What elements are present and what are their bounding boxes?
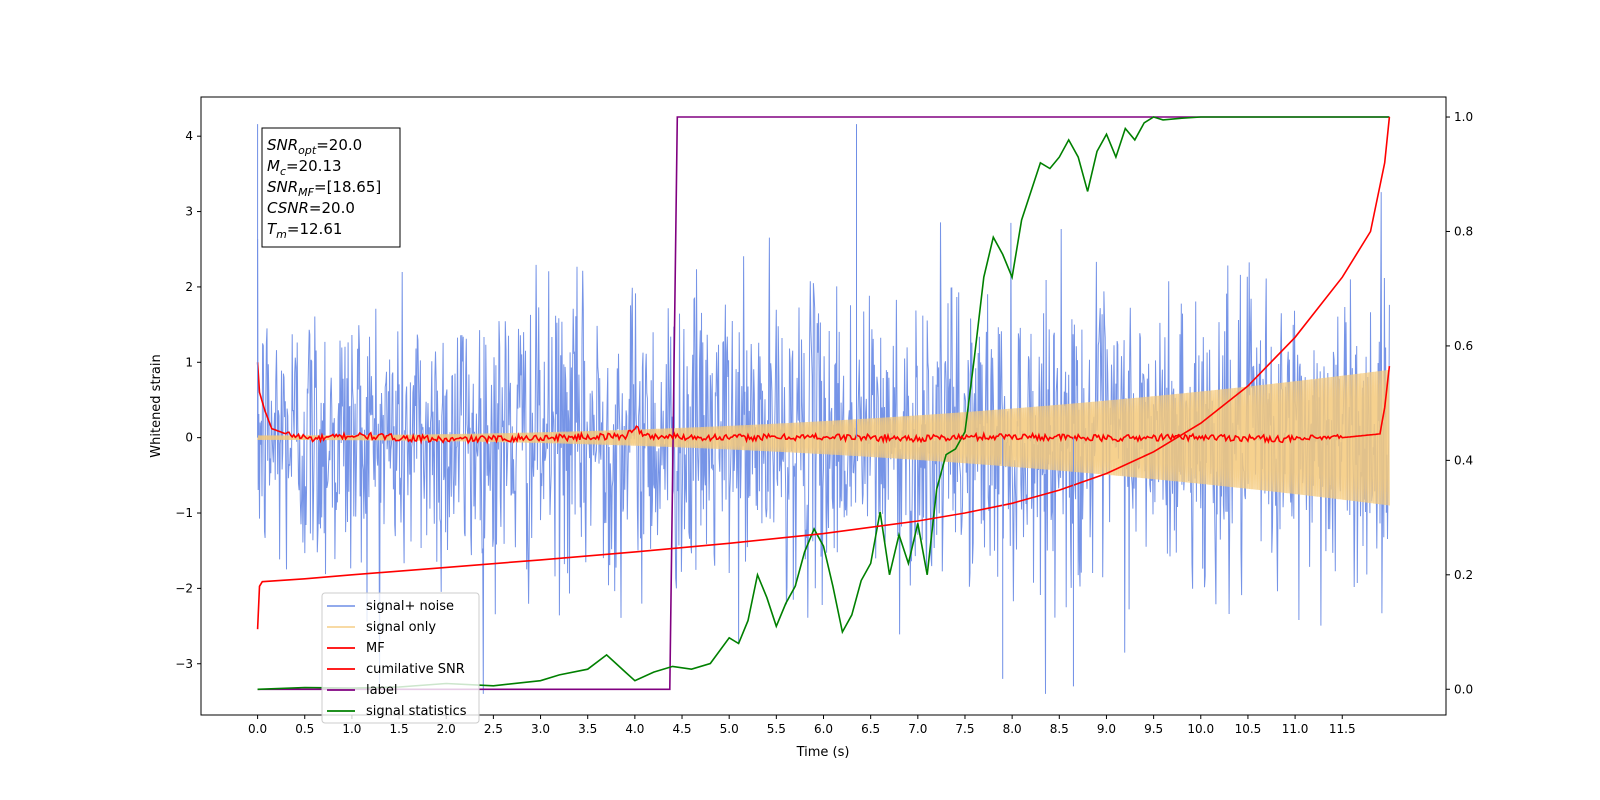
x-tick-label: 0.0 bbox=[248, 722, 267, 736]
legend-label: label bbox=[366, 683, 397, 698]
y-left-tick-label: 4 bbox=[185, 129, 193, 143]
x-tick-label: 8.0 bbox=[1003, 722, 1022, 736]
x-tick-label: 5.0 bbox=[720, 722, 739, 736]
series-signal-noise-line bbox=[257, 192, 1390, 694]
annotation-frame bbox=[261, 127, 401, 248]
y-right-tick-label: 0.0 bbox=[1454, 682, 1473, 696]
x-tick-label: 3.0 bbox=[531, 722, 550, 736]
legend-label: MF bbox=[366, 641, 385, 656]
series-signal-only-line bbox=[257, 369, 1390, 506]
legend: signal+ noise signal only MF cumilative SNR… bbox=[321, 592, 480, 724]
x-tick-label: 7.5 bbox=[955, 722, 974, 736]
legend-label: signal+ noise bbox=[366, 599, 454, 614]
y-left-tick-label: −2 bbox=[175, 581, 193, 595]
x-tick-label: 0.5 bbox=[295, 722, 314, 736]
annotation-line: CSNR=20.0 bbox=[267, 199, 355, 217]
annotation-box: SNRopt=20.0Mc=20.13SNRMF=[18.65]CSNR=20.… bbox=[261, 127, 401, 248]
x-axis: 0.0 0.5 1.0 1.5 2.0 2.5 3.0 3.5 4.0 4.5 5.0 5.5 6.0 6… bbox=[248, 715, 1356, 736]
series-signal-statistics-line bbox=[257, 116, 1390, 691]
x-tick-label: 4.5 bbox=[672, 722, 691, 736]
x-tick-label: 7.0 bbox=[908, 722, 927, 736]
annotation-line: Tm=12.61 bbox=[267, 220, 342, 241]
x-tick-label: 10.0 bbox=[1187, 722, 1214, 736]
legend-label: cumilative SNR bbox=[366, 662, 465, 677]
y-right-tick-label: 0.8 bbox=[1454, 224, 1473, 238]
y-right-tick-label: 1.0 bbox=[1454, 110, 1473, 124]
annotation-line: SNRopt=20.0 bbox=[267, 136, 362, 157]
annotation-line: Mc=20.13 bbox=[267, 157, 342, 178]
y-left-tick-label: 0 bbox=[185, 431, 193, 445]
y-left-tick-label: 2 bbox=[185, 280, 193, 294]
annotation-line: SNRMF=[18.65] bbox=[267, 178, 381, 199]
x-tick-label: 3.5 bbox=[578, 722, 597, 736]
series-mf-line bbox=[256, 362, 1391, 445]
y-right-tick-label: 0.6 bbox=[1454, 339, 1473, 353]
x-tick-label: 11.5 bbox=[1329, 722, 1356, 736]
x-tick-label: 6.0 bbox=[814, 722, 833, 736]
y-right-tick-label: 0.2 bbox=[1454, 568, 1473, 582]
legend-label: signal only bbox=[366, 620, 436, 635]
x-tick-label: 1.5 bbox=[390, 722, 409, 736]
x-tick-label: 10.5 bbox=[1235, 722, 1262, 736]
series-cumilative-snr-line bbox=[256, 116, 1391, 630]
x-tick-label: 11.0 bbox=[1282, 722, 1309, 736]
legend-frame bbox=[321, 592, 480, 724]
x-tick-label: 5.5 bbox=[767, 722, 786, 736]
x-tick-label: 4.0 bbox=[625, 722, 644, 736]
x-tick-label: 2.5 bbox=[484, 722, 503, 736]
y-right-tick-label: 0.4 bbox=[1454, 453, 1473, 467]
x-axis-label: Time (s) bbox=[796, 745, 850, 760]
x-tick-label: 6.5 bbox=[861, 722, 880, 736]
y-left-tick-label: −3 bbox=[175, 657, 193, 671]
y-axis-right: 1.0 0.8 0.6 0.4 0.2 0.0 bbox=[1446, 110, 1473, 696]
x-tick-label: 2.0 bbox=[437, 722, 456, 736]
x-tick-label: 9.0 bbox=[1097, 722, 1116, 736]
legend-label: signal statistics bbox=[366, 704, 467, 719]
y-axis-label: Whitened strain bbox=[149, 354, 164, 457]
y-left-tick-label: 1 bbox=[185, 355, 193, 369]
y-axis-left: 4 3 2 1 0 −1 −2 −3 bbox=[175, 129, 201, 671]
x-tick-label: 1.0 bbox=[342, 722, 361, 736]
y-left-tick-label: 3 bbox=[185, 205, 193, 219]
x-tick-label: 8.5 bbox=[1050, 722, 1069, 736]
x-tick-label: 9.5 bbox=[1144, 722, 1163, 736]
y-left-tick-label: −1 bbox=[175, 506, 193, 520]
